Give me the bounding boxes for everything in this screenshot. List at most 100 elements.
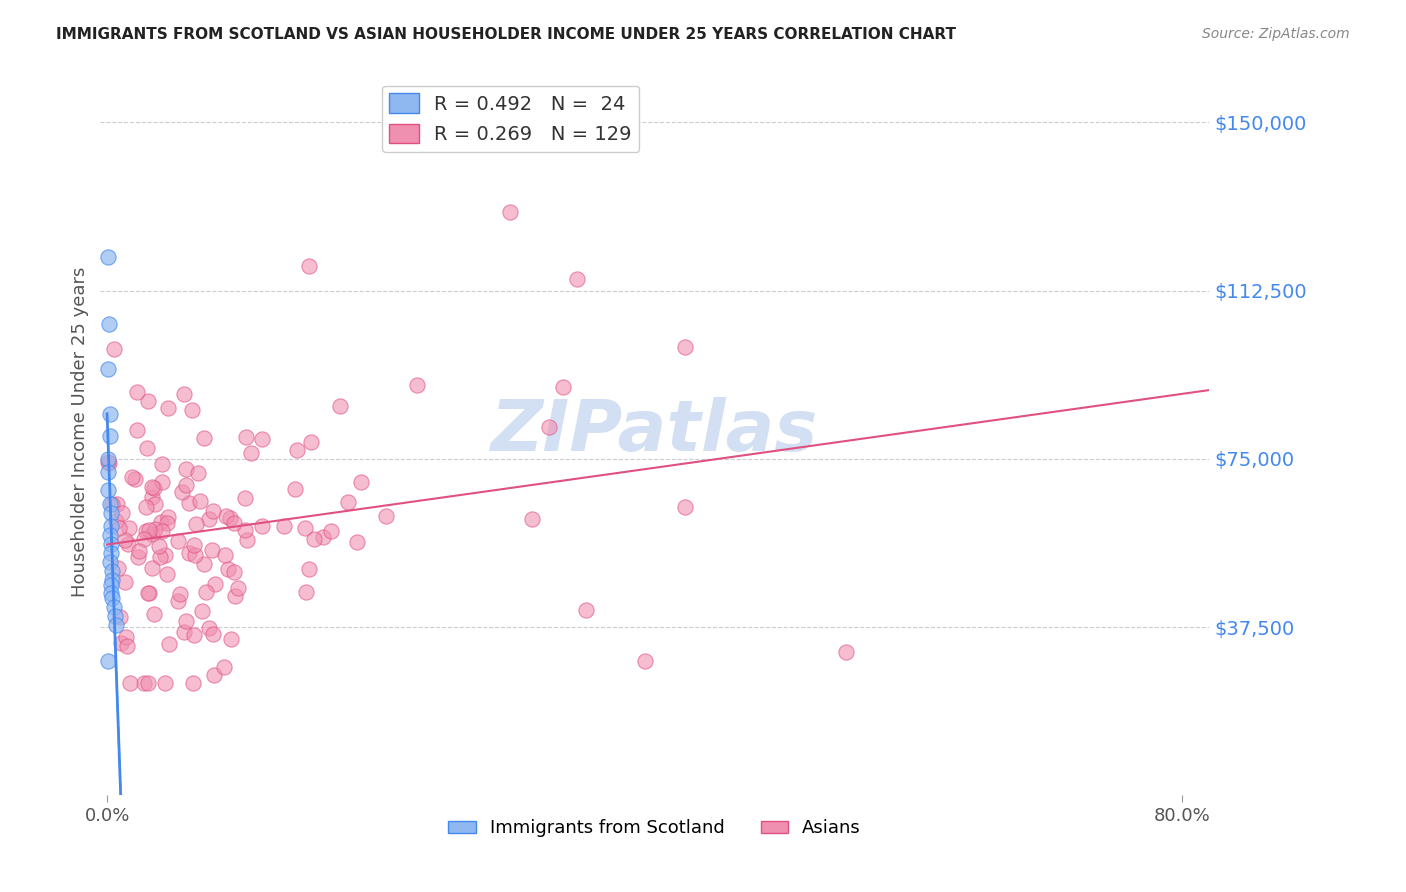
Point	[551, 380, 574, 394]
Point	[176, 614, 198, 628]
Point	[143, 481, 166, 495]
Point	[201, 542, 224, 557]
Point	[222, 516, 245, 530]
Point	[143, 497, 166, 511]
Point	[149, 549, 172, 564]
Point	[177, 546, 200, 560]
Point	[98, 429, 121, 443]
Point	[170, 485, 193, 500]
Point	[136, 393, 159, 408]
Point	[169, 587, 191, 601]
Point	[101, 564, 124, 578]
Point	[374, 509, 396, 524]
Point	[107, 561, 129, 575]
Point	[173, 386, 195, 401]
Point	[117, 537, 139, 551]
Point	[138, 676, 160, 690]
Point	[98, 555, 121, 569]
Point	[100, 506, 122, 520]
Point	[575, 603, 598, 617]
Point	[250, 519, 273, 533]
Point	[97, 483, 120, 498]
Point	[183, 676, 205, 690]
Point	[110, 610, 132, 624]
Point	[149, 516, 172, 530]
Point	[135, 500, 157, 515]
Point	[148, 539, 170, 553]
Point	[538, 420, 561, 434]
Text: IMMIGRANTS FROM SCOTLAND VS ASIAN HOUSEHOLDER INCOME UNDER 25 YEARS CORRELATION : IMMIGRANTS FROM SCOTLAND VS ASIAN HOUSEH…	[56, 27, 956, 42]
Point	[273, 519, 295, 533]
Point	[202, 668, 225, 682]
Point	[135, 524, 157, 538]
Point	[98, 407, 121, 421]
Point	[336, 495, 359, 509]
Point	[100, 577, 122, 591]
Point	[124, 472, 146, 486]
Point	[105, 618, 128, 632]
Point	[97, 451, 120, 466]
Point	[150, 457, 173, 471]
Point	[634, 654, 657, 668]
Point	[285, 443, 308, 458]
Point	[157, 401, 180, 416]
Point	[118, 521, 141, 535]
Point	[98, 318, 121, 332]
Point	[297, 562, 319, 576]
Point	[240, 446, 263, 460]
Point	[233, 523, 256, 537]
Point	[101, 591, 124, 605]
Text: ZIPatlas: ZIPatlas	[491, 398, 818, 467]
Point	[101, 497, 124, 511]
Point	[138, 586, 160, 600]
Point	[97, 250, 120, 264]
Point	[294, 585, 316, 599]
Point	[226, 581, 249, 595]
Point	[103, 342, 125, 356]
Point	[191, 604, 214, 618]
Point	[100, 586, 122, 600]
Point	[141, 561, 163, 575]
Point	[298, 259, 321, 273]
Point	[499, 205, 522, 219]
Point	[186, 516, 208, 531]
Point	[673, 500, 696, 514]
Point	[136, 441, 159, 455]
Point	[188, 494, 211, 508]
Point	[157, 637, 180, 651]
Point	[183, 548, 205, 562]
Point	[294, 521, 316, 535]
Point	[174, 461, 197, 475]
Point	[166, 594, 188, 608]
Point	[215, 508, 238, 523]
Point	[219, 510, 242, 524]
Point	[128, 544, 150, 558]
Point	[103, 599, 125, 614]
Point	[222, 565, 245, 579]
Point	[127, 550, 149, 565]
Point	[104, 608, 127, 623]
Point	[284, 482, 307, 496]
Point	[346, 534, 368, 549]
Point	[143, 607, 166, 621]
Point	[98, 528, 121, 542]
Point	[202, 627, 225, 641]
Point	[134, 676, 156, 690]
Point	[183, 538, 205, 552]
Point	[153, 549, 176, 563]
Point	[233, 491, 256, 505]
Point	[219, 632, 242, 646]
Point	[114, 630, 136, 644]
Point	[235, 430, 257, 444]
Point	[100, 519, 122, 533]
Point	[117, 639, 139, 653]
Point	[143, 522, 166, 536]
Point	[105, 514, 128, 528]
Point	[319, 524, 342, 539]
Point	[141, 480, 163, 494]
Point	[250, 433, 273, 447]
Point	[141, 490, 163, 504]
Point	[299, 435, 322, 450]
Point	[236, 533, 259, 547]
Point	[101, 573, 124, 587]
